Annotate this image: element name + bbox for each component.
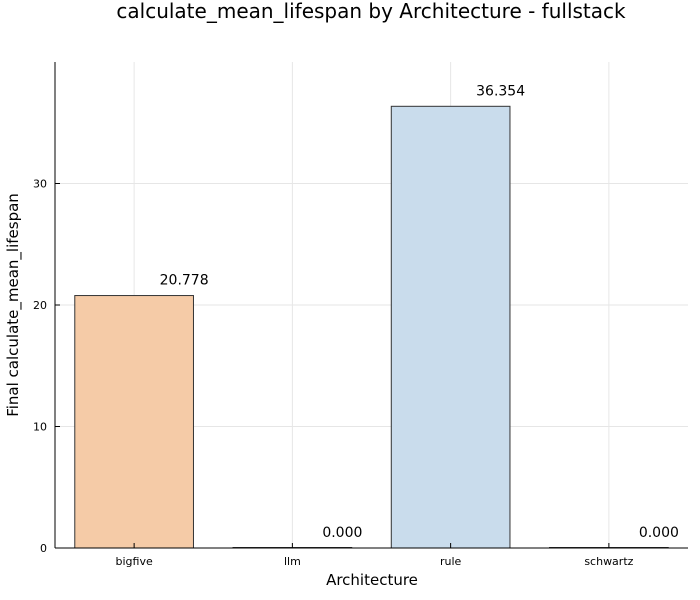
y-tick-label: 0 <box>40 542 47 555</box>
data-label-llm: 0.000 <box>322 525 362 541</box>
x-tick-label-schwartz: schwartz <box>584 555 633 568</box>
x-axis-label: Architecture <box>326 571 418 589</box>
data-label-schwartz: 0.000 <box>639 525 679 541</box>
chart-title: calculate_mean_lifespan by Architecture … <box>116 0 626 23</box>
y-axis-label: Final calculate_mean_lifespan <box>4 193 23 417</box>
bar-rule <box>390 105 511 549</box>
x-tick-label-llm: llm <box>284 555 301 568</box>
x-tick-label-rule: rule <box>440 555 462 568</box>
y-tick-label: 20 <box>33 299 47 312</box>
data-label-bigfive: 20.778 <box>160 273 209 289</box>
y-tick-label: 30 <box>33 178 47 191</box>
labels: 0 10 20 30 20.778 bigfive 0.000 llm 36.354 rule 0.… <box>33 83 679 568</box>
x-tick-label-bigfive: bigfive <box>116 555 153 568</box>
y-tick-label: 10 <box>33 421 47 434</box>
data-label-rule: 36.354 <box>476 83 525 99</box>
bars <box>74 105 669 549</box>
bar-bigfive <box>74 295 194 549</box>
